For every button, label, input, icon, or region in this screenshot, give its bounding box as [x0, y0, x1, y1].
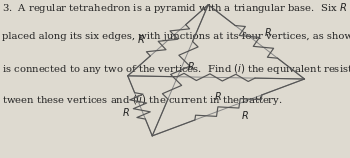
Text: $R$: $R$: [264, 26, 272, 38]
Text: $R$: $R$: [214, 90, 221, 102]
Text: placed along its six edges, with junctions at its four vertices, as shown in Fig: placed along its six edges, with junctio…: [2, 32, 350, 41]
Text: $R$: $R$: [138, 33, 145, 45]
Text: $R$: $R$: [187, 60, 195, 72]
Text: 3.  A regular tetrahedron is a pyramid with a triangular base.  Six $R$ = 10.0 $: 3. A regular tetrahedron is a pyramid wi…: [2, 1, 350, 15]
Text: is connected to any two of the vertices.  Find $(i)$ the equivalent resistance o: is connected to any two of the vertices.…: [2, 62, 350, 76]
Text: $R$: $R$: [122, 106, 130, 118]
Text: tween these vertices and $(ii)$ the current in the battery.: tween these vertices and $(ii)$ the curr…: [2, 93, 282, 107]
Text: $R$: $R$: [241, 109, 249, 121]
